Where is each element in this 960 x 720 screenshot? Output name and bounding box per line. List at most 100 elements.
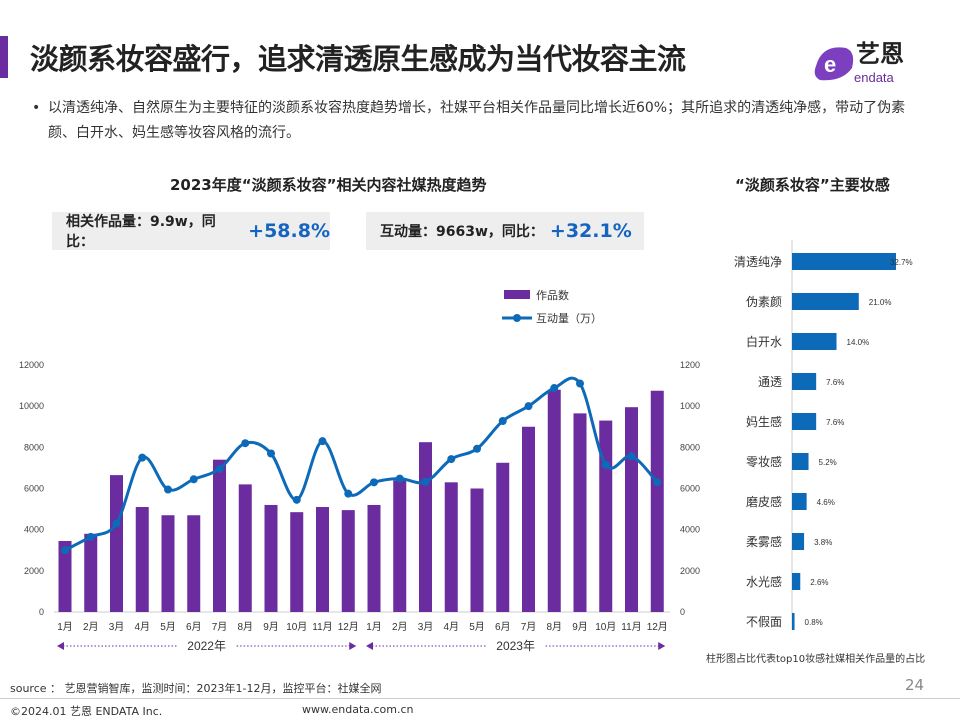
x-axis-label: 2月: [392, 621, 408, 633]
line-point: [576, 379, 584, 388]
bar-value-label: 7.6%: [826, 418, 844, 427]
bar-works: [625, 407, 638, 612]
category-label: 清透纯净: [734, 255, 782, 269]
bar-works: [213, 459, 226, 612]
x-axis-label: 11月: [312, 621, 332, 633]
bar-works: [419, 442, 432, 612]
line-point: [498, 416, 507, 425]
legend-engagement: 互动量（万）: [536, 312, 602, 325]
svg-text:e: e: [824, 52, 836, 77]
year-group-label: 2022年: [187, 639, 226, 653]
line-point: [318, 437, 327, 446]
bar-works: [110, 475, 123, 612]
makeup-bar: [792, 493, 807, 510]
summary-bullet: • 以清透纯净、自然原生为主要特征的淡颜系妆容热度趋势增长，社媒平台相关作品量同比…: [32, 96, 912, 146]
x-axis-label: 7月: [212, 621, 228, 633]
kpi-works-value: +58.8%: [248, 220, 330, 242]
kpi-engagement-label: 互动量：9663w，同比：: [380, 224, 544, 240]
line-point: [421, 477, 430, 486]
category-label: 零妆感: [746, 454, 782, 469]
x-axis-label: 4月: [134, 621, 150, 633]
category-label: 不假面: [746, 615, 782, 629]
bar-works: [187, 515, 201, 612]
x-axis-label: 3月: [418, 621, 434, 633]
makeup-bar: [792, 453, 809, 470]
left-axis-tick: 8000: [24, 442, 44, 452]
combo-chart: 0 0 2000 2000 4000 4000 6000 6000 8000 8000 10000 1…: [19, 289, 700, 653]
left-chart-title: 2023年度“淡颜系妆容”相关内容社媒热度趋势: [170, 176, 487, 194]
bar-value-label: 7.6%: [826, 378, 844, 387]
bar-works: [161, 515, 175, 612]
x-axis-label: 1月: [57, 621, 73, 633]
line-point: [601, 460, 610, 469]
left-axis-tick: 10000: [19, 401, 44, 411]
bar-value-label: 5.2%: [819, 458, 837, 467]
arrow-left-icon: [57, 642, 64, 650]
bar-works: [547, 389, 561, 612]
kpi-engagement: 互动量：9663w，同比： +32.1%: [366, 212, 644, 250]
right-axis-tick: 2000: [680, 566, 700, 576]
line-point: [267, 449, 275, 458]
right-axis-tick: 0: [680, 607, 685, 617]
page-title: 淡颜系妆容盛行，追求清透原生感成为当代妆容主流: [30, 42, 686, 76]
copyright: ©2024.01 艺恩 ENDATA Inc.: [10, 705, 163, 718]
bar-works: [393, 480, 407, 612]
bar-works: [522, 426, 535, 612]
arrow-left-icon: [366, 642, 373, 650]
bar-works: [650, 390, 664, 612]
line-point: [241, 439, 250, 448]
bar-value-label: 14.0%: [847, 338, 870, 347]
x-axis-label: 9月: [572, 621, 588, 633]
line-point: [550, 384, 559, 393]
bar-works: [316, 507, 329, 612]
footer-divider: [0, 698, 960, 699]
x-axis-label: 1月: [366, 621, 382, 633]
category-label: 伪素颜: [746, 294, 782, 309]
bar-value-label: 32.7%: [890, 258, 913, 267]
arrow-right-icon: [658, 642, 666, 650]
line-point: [344, 489, 353, 498]
line-point: [138, 453, 147, 462]
x-axis-label: 7月: [521, 621, 537, 633]
makeup-bar: [792, 333, 837, 350]
left-axis-tick: 6000: [24, 484, 44, 494]
line-point: [447, 455, 456, 464]
line-point: [370, 478, 378, 487]
x-axis-label: 3月: [109, 621, 125, 633]
x-axis-label: 6月: [186, 621, 202, 633]
bar-value-label: 2.6%: [810, 578, 828, 587]
summary-text: 以清透纯净、自然原生为主要特征的淡颜系妆容热度趋势增长，社媒平台相关作品量同比增…: [48, 100, 906, 141]
line-point: [395, 474, 404, 483]
bar-works: [470, 488, 484, 612]
x-axis-label: 9月: [263, 621, 279, 633]
x-axis-label: 8月: [546, 621, 562, 633]
website-link[interactable]: www.endata.com.cn: [302, 703, 414, 716]
makeup-bar: [792, 533, 805, 550]
makeup-bar: [792, 293, 859, 310]
bar-value-label: 0.8%: [805, 618, 823, 627]
category-label: 柔雾感: [746, 534, 782, 549]
bar-works: [341, 510, 355, 612]
x-axis-label: 8月: [237, 621, 253, 633]
bar-works: [367, 504, 381, 612]
right-chart-title: “淡颜系妆容”主要妆感: [735, 176, 890, 194]
x-axis-label: 5月: [469, 621, 485, 633]
legend-line-marker: [513, 314, 521, 322]
makeup-bar: [792, 413, 817, 430]
makeup-bar: [792, 373, 817, 390]
line-point: [627, 452, 636, 461]
line-engagement: [64, 376, 659, 552]
category-label: 磨皮感: [746, 494, 782, 509]
x-axis-label: 11月: [621, 621, 641, 633]
bar-works: [573, 413, 587, 612]
bar-value-label: 21.0%: [869, 298, 892, 307]
line-point: [473, 444, 481, 453]
legend-bar-swatch: [504, 290, 530, 299]
line-point: [653, 478, 662, 487]
kpi-engagement-value: +32.1%: [549, 220, 632, 242]
makeup-bar: [792, 573, 801, 590]
line-point: [189, 475, 198, 484]
line-point: [164, 485, 172, 494]
bar-works: [58, 540, 72, 612]
left-axis-tick: 2000: [24, 566, 44, 576]
